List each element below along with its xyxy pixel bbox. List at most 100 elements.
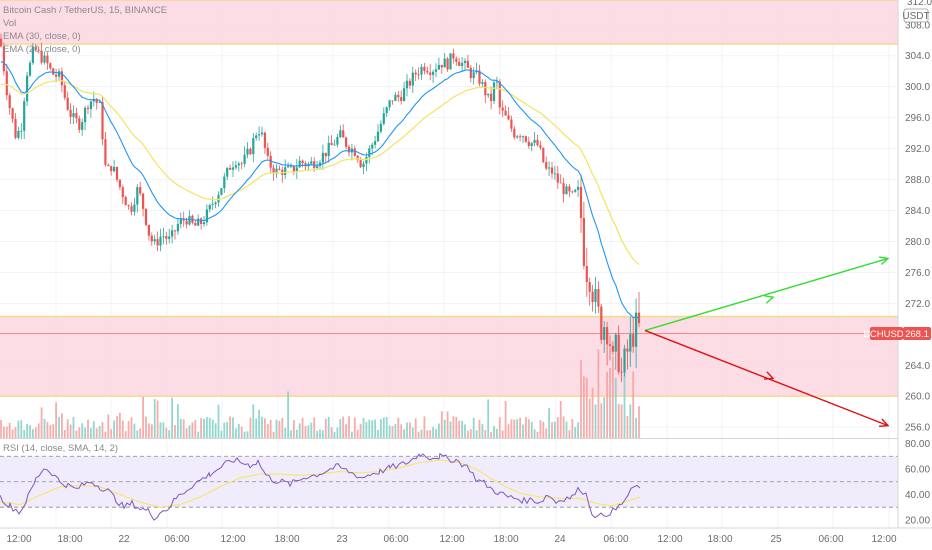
candle-body bbox=[243, 154, 246, 164]
volume-bar bbox=[481, 424, 484, 438]
candle-body bbox=[591, 291, 594, 303]
candle-body bbox=[336, 137, 339, 145]
candle-body bbox=[104, 139, 107, 165]
volume-bar bbox=[75, 430, 78, 438]
volume-bar bbox=[594, 404, 597, 438]
volume-bar bbox=[554, 421, 556, 438]
candle-body bbox=[304, 163, 307, 167]
ema-fast-legend[interactable]: EMA (20, close, 0) bbox=[3, 44, 81, 55]
candle-body bbox=[548, 167, 551, 169]
volume-bar bbox=[32, 429, 34, 438]
candle-body bbox=[452, 53, 455, 59]
candle-body bbox=[539, 145, 542, 148]
candle-body bbox=[298, 160, 301, 168]
ema-lines bbox=[0, 61, 640, 319]
top-price-tick: 312.0 bbox=[907, 0, 932, 8]
volume-bar bbox=[203, 418, 205, 438]
price-tick-label: 256.0 bbox=[905, 423, 930, 434]
time-tick-label: 06:00 bbox=[383, 534, 408, 545]
candle-body bbox=[258, 134, 261, 136]
volume-bar bbox=[171, 397, 173, 438]
candle-body bbox=[565, 186, 568, 195]
volume-bar bbox=[382, 417, 385, 438]
volume-bar bbox=[530, 421, 533, 438]
candle-body bbox=[420, 66, 423, 75]
volume-bar bbox=[214, 423, 217, 438]
symbol-title[interactable]: Bitcoin Cash / TetherUS, 15, BINANCE bbox=[3, 5, 167, 16]
time-tick-label: 12:00 bbox=[871, 534, 896, 545]
candle-body bbox=[231, 167, 235, 170]
volume-bar bbox=[229, 416, 231, 438]
volume-bar bbox=[107, 414, 110, 438]
volume-bar bbox=[293, 420, 295, 438]
volume-legend[interactable]: Vol bbox=[3, 18, 16, 29]
volume-bar bbox=[290, 430, 292, 438]
candle-body bbox=[34, 46, 37, 50]
volume-bar bbox=[258, 409, 260, 438]
candle-body bbox=[133, 204, 136, 212]
candle-body bbox=[382, 113, 385, 124]
candle-body bbox=[635, 312, 638, 347]
candle-body bbox=[368, 148, 371, 158]
volume-bar bbox=[449, 421, 452, 438]
candle-body bbox=[57, 71, 61, 77]
candle-body bbox=[223, 176, 226, 189]
volume-bar bbox=[612, 356, 614, 438]
volume-bar bbox=[72, 416, 75, 438]
candle-body bbox=[608, 344, 612, 346]
candle-body bbox=[142, 193, 145, 209]
price-tick-label: 284.0 bbox=[905, 206, 930, 217]
volume-bar bbox=[101, 422, 104, 438]
volume-bar bbox=[585, 377, 588, 438]
volume-bar bbox=[632, 371, 635, 438]
candle-body bbox=[200, 218, 203, 224]
candle-body bbox=[411, 72, 414, 86]
chart-legend: Bitcoin Cash / TetherUS, 15, BINANCE Vol… bbox=[3, 5, 167, 454]
volume-bar bbox=[142, 396, 144, 438]
volume-bar bbox=[40, 407, 43, 438]
volume-bar bbox=[371, 420, 374, 438]
candle-body bbox=[440, 64, 443, 68]
volume-bar bbox=[638, 406, 640, 438]
candle-body bbox=[240, 163, 243, 165]
volume-bar bbox=[458, 420, 461, 438]
candle-body bbox=[295, 167, 298, 172]
volume-bar bbox=[0, 419, 2, 438]
price-tick-label: 276.0 bbox=[905, 268, 930, 279]
volume-bar bbox=[119, 412, 121, 438]
volume-bar bbox=[121, 420, 124, 438]
volume-bar bbox=[542, 421, 545, 438]
volume-bar bbox=[501, 430, 504, 438]
candle-body bbox=[60, 71, 63, 86]
arrow-head-up bbox=[879, 256, 890, 266]
candle-body bbox=[339, 130, 342, 138]
volume-bar bbox=[548, 408, 550, 438]
rsi-tick-label: 40.00 bbox=[905, 490, 930, 501]
candle-body bbox=[449, 53, 452, 70]
volume-bar bbox=[571, 418, 574, 438]
volume-bar bbox=[374, 419, 376, 438]
time-tick-label: 18:00 bbox=[707, 534, 732, 545]
candle-body bbox=[434, 69, 438, 72]
ema-slow-legend[interactable]: EMA (30, close, 0) bbox=[3, 31, 81, 42]
candle-body bbox=[637, 312, 641, 324]
currency-badge[interactable]: USDT 312.0 bbox=[902, 0, 932, 23]
volume-bar bbox=[629, 404, 632, 438]
candle-body bbox=[278, 168, 281, 170]
volume-bar bbox=[232, 417, 234, 438]
volume-bar bbox=[339, 419, 342, 438]
candle-body bbox=[205, 209, 208, 223]
volume-bar bbox=[58, 417, 60, 438]
candle-body bbox=[115, 166, 119, 180]
rsi-legend[interactable]: RSI (14, close, SMA, 14, 2) bbox=[3, 443, 118, 454]
candle-body bbox=[403, 88, 406, 101]
symbol-badge-label: BCHUSDT bbox=[864, 329, 910, 340]
volume-bar bbox=[26, 423, 28, 438]
volume-bar bbox=[284, 427, 287, 438]
candle-body bbox=[84, 107, 87, 123]
volume-bar bbox=[368, 419, 371, 438]
volume-bar bbox=[556, 417, 559, 438]
candle-body bbox=[507, 115, 510, 120]
price-tick-label: 304.0 bbox=[905, 51, 930, 62]
